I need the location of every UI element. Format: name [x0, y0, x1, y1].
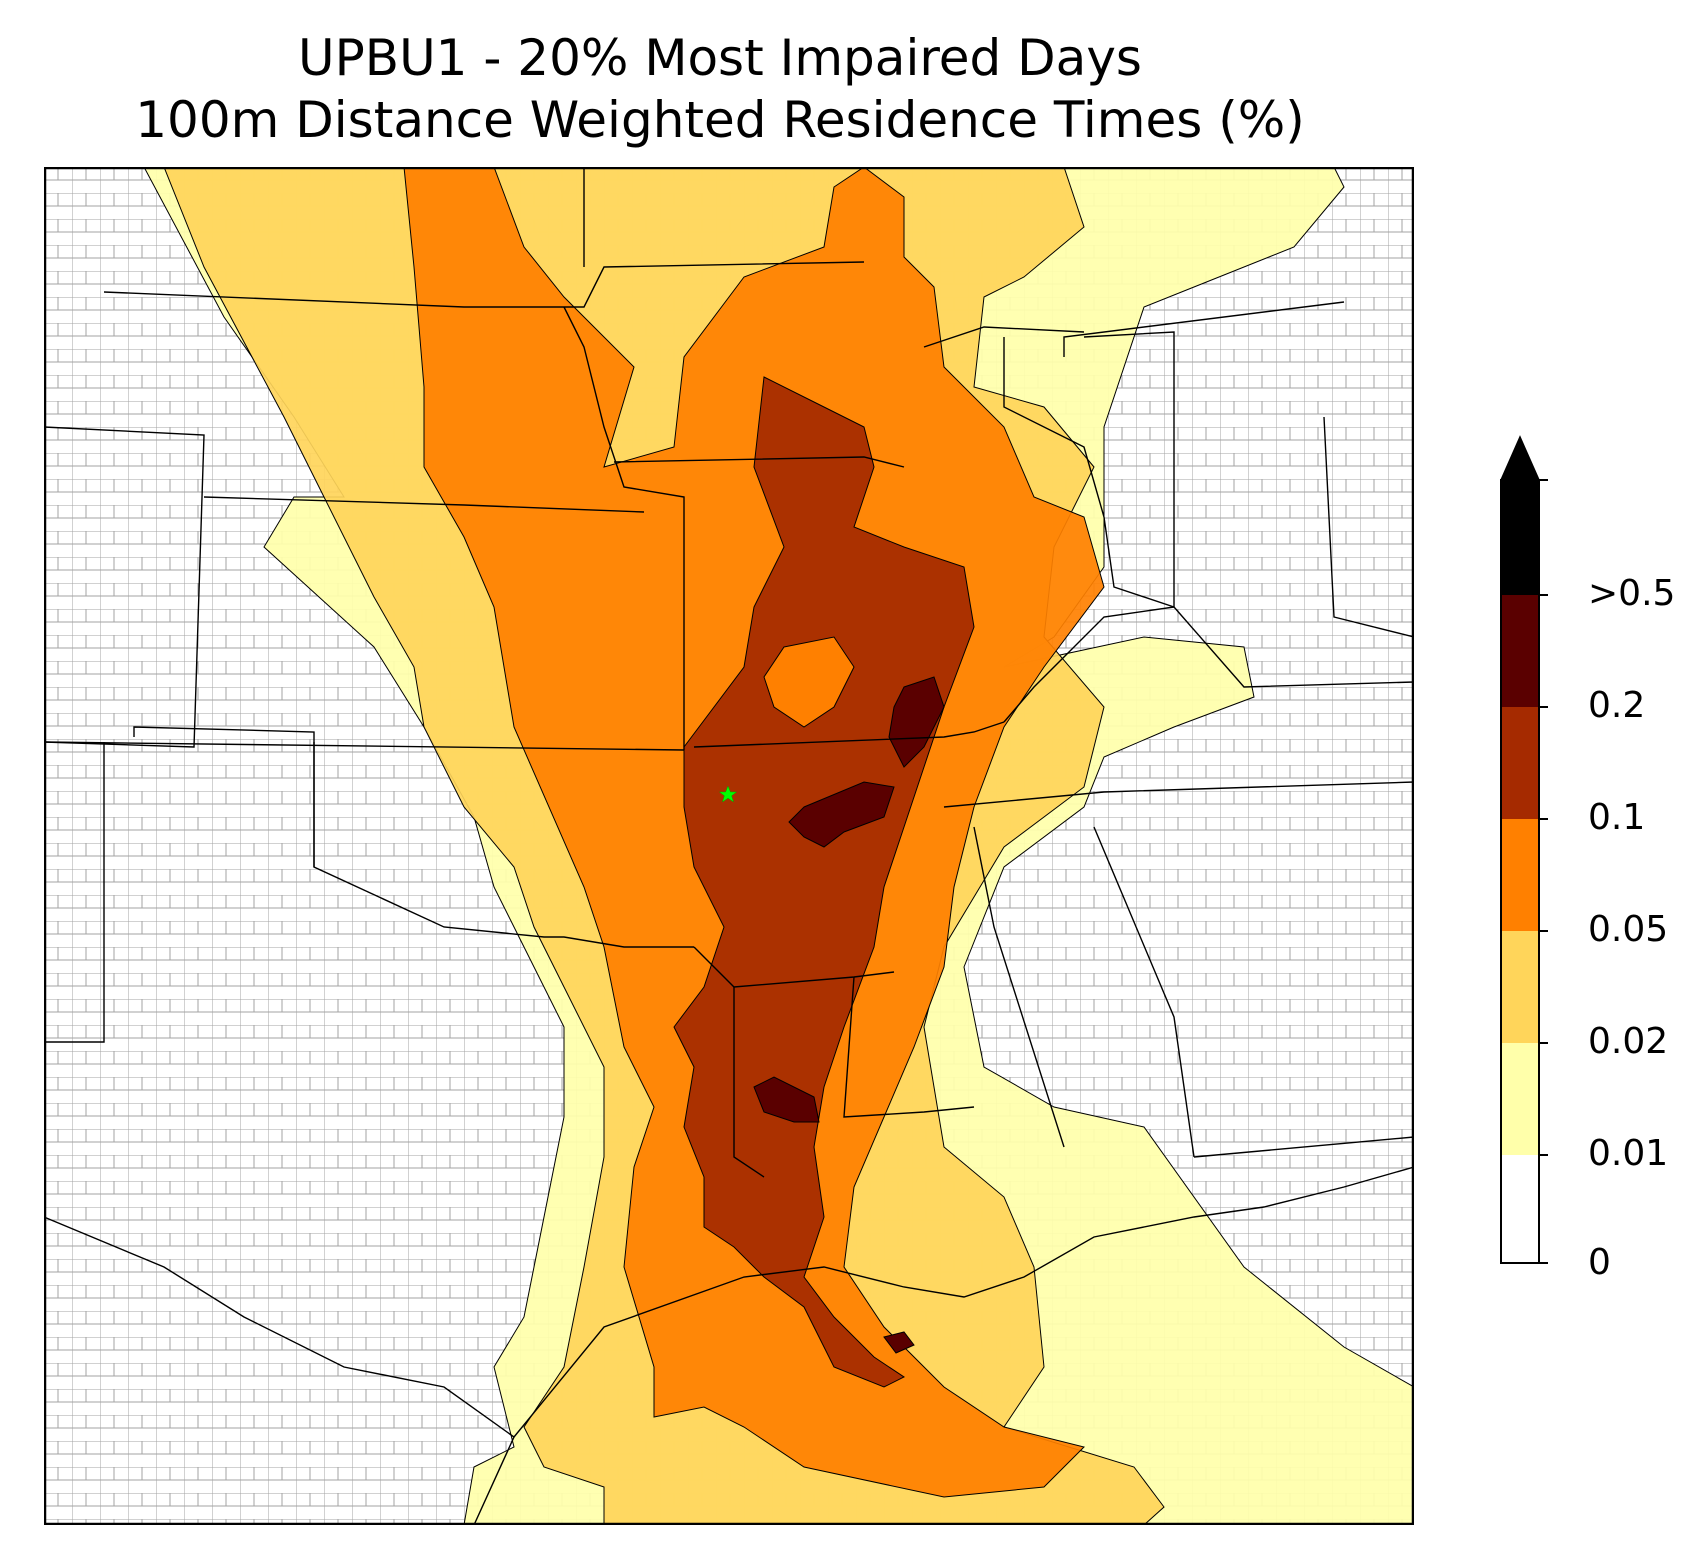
colorbar-swatch-2	[1501, 931, 1539, 1043]
colorbar-swatch-3	[1501, 819, 1539, 931]
residence-time-map	[44, 167, 1414, 1525]
contour-patch-0.2-b	[788, 781, 895, 848]
colorbar-swatch-6	[1501, 480, 1539, 595]
colorbar-label-5: 0.2	[1588, 685, 1646, 726]
colorbar-swatch-4	[1501, 707, 1539, 819]
colorbar-label-3: 0.05	[1588, 909, 1669, 950]
colorbar-border	[1500, 479, 1540, 1264]
colorbar-label-1: 0.01	[1588, 1133, 1669, 1174]
colorbar-swatch-0	[1501, 1155, 1539, 1265]
colorbar-label-6: >0.5	[1588, 573, 1676, 614]
map-frame-border	[44, 167, 1414, 1525]
colorbar-label-0: 0	[1588, 1242, 1611, 1283]
colorbar-extend-arrow	[1500, 435, 1541, 481]
colorbar-ticks	[1539, 479, 1548, 1264]
map-title-line-2: 100m Distance Weighted Residence Times (…	[135, 91, 1305, 149]
colorbar-label-2: 0.02	[1588, 1021, 1669, 1062]
contour-island-0.05	[763, 636, 855, 728]
colorbar-swatch-5	[1501, 595, 1539, 707]
contour-patch-0.2-c	[753, 1076, 820, 1123]
state-boundaries	[44, 167, 1414, 1525]
colorbar-swatch-1	[1501, 1043, 1539, 1155]
contour-patch-0.2-a	[888, 676, 945, 768]
map-title-line-1: UPBU1 - 20% Most Impaired Days	[298, 29, 1142, 87]
contour-band-0.1	[673, 376, 975, 1388]
colorbar-label-4: 0.1	[1588, 797, 1646, 838]
contour-patch-0.2-d	[883, 1331, 915, 1354]
site-star-marker	[718, 785, 738, 803]
colorbar	[1500, 435, 1548, 1265]
